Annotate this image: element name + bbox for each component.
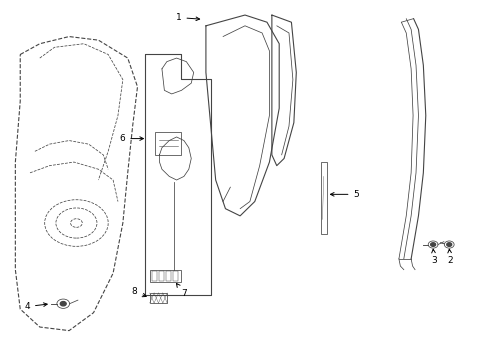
Bar (152, 271, 157, 281)
Circle shape (447, 243, 452, 246)
Circle shape (431, 243, 436, 246)
Text: 2: 2 (447, 249, 453, 265)
Text: 3: 3 (431, 249, 437, 265)
Bar (172, 271, 177, 281)
Text: 4: 4 (24, 302, 47, 311)
Text: 8: 8 (132, 287, 146, 297)
Bar (150, 270, 181, 282)
Bar (159, 271, 164, 281)
Text: 6: 6 (120, 134, 144, 143)
Text: 5: 5 (330, 190, 359, 199)
Text: 7: 7 (176, 283, 187, 298)
Bar (321, 162, 327, 234)
Circle shape (60, 302, 66, 306)
Bar (150, 293, 167, 303)
Bar (155, 132, 181, 155)
Bar (166, 271, 171, 281)
Text: 1: 1 (176, 13, 199, 22)
